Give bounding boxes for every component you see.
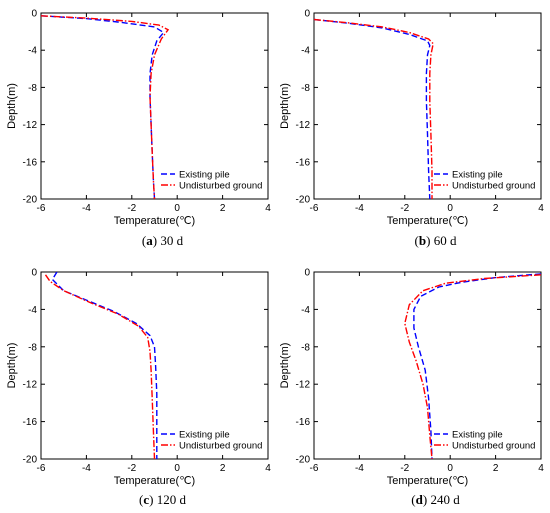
x-tick-label: 2 [493,203,499,214]
legend-label: Existing pile [179,430,230,441]
panel-caption: (b) 60 d [415,233,457,248]
y-tick-label: -8 [28,342,37,353]
y-tick-label: -20 [23,455,38,466]
series-line-existing-pile [413,273,541,459]
x-tick-label: -4 [82,203,91,214]
y-tick-label: -20 [23,195,38,206]
x-tick-label: 0 [447,203,453,214]
panel-caption: (c) 120 d [139,492,186,507]
y-tick-label: -16 [296,417,311,428]
y-tick-label: 0 [31,268,37,279]
y-tick-label: -12 [23,380,38,391]
series-line-existing-pile [51,272,158,459]
x-tick-label: 4 [538,463,544,474]
x-tick-label: -4 [355,463,364,474]
y-tick-label: 0 [31,9,37,20]
x-tick-label: 2 [220,463,226,474]
x-tick-label: 2 [220,203,226,214]
y-tick-label: 0 [304,268,310,279]
plot-frame [40,271,269,460]
chart-panel-a: -6 -4 -2 0 2 40-4-8-12-16-20Temperature(℃)Dep… [6,9,271,249]
y-axis-title: Depth(m) [279,83,291,129]
x-tick-label: -6 [310,463,319,474]
series-line-existing-pile [314,18,431,199]
x-axis-title: Temperature(℃) [114,215,195,227]
x-tick-label: -2 [127,463,136,474]
x-tick-label: 0 [174,463,180,474]
y-tick-label: -8 [301,83,310,94]
x-tick-label: -6 [37,203,46,214]
x-axis-title: Temperature(℃) [387,475,468,487]
y-axis-title: Depth(m) [279,343,291,389]
series-line-existing-pile [41,15,165,199]
x-tick-label: -6 [37,463,46,474]
x-tick-label: -4 [355,203,364,214]
y-tick-label: -20 [296,195,311,206]
legend-label: Undisturbed ground [452,181,535,192]
y-tick-label: -16 [23,417,38,428]
y-tick-label: -12 [296,120,311,131]
chart-panel-b: -6 -4 -2 0 2 40-4-8-12-16-20Temperature(℃)Dep… [279,9,544,249]
panel-caption: (d) 240 d [411,492,460,507]
legend-label: Undisturbed ground [179,181,262,192]
series-line-undisturbed-ground [404,274,541,459]
x-axis-title: Temperature(℃) [387,215,468,227]
x-tick-label: -2 [127,203,136,214]
series-line-undisturbed-ground [41,15,170,199]
y-tick-label: -4 [301,305,310,316]
y-tick-label: -16 [296,157,311,168]
legend-label: Existing pile [452,430,503,441]
y-axis-title: Depth(m) [6,83,18,129]
x-axis-title: Temperature(℃) [114,475,195,487]
legend-label: Existing pile [179,170,230,181]
legend-label: Existing pile [452,170,503,181]
series-line-undisturbed-ground [314,18,434,199]
y-tick-label: 0 [304,9,310,20]
x-tick-label: 4 [265,203,271,214]
plot-frame [40,12,269,200]
legend-label: Undisturbed ground [179,441,262,452]
x-tick-label: 4 [538,203,544,214]
y-tick-label: -4 [301,46,310,57]
plot-frame [313,12,542,200]
x-tick-label: 4 [265,463,271,474]
x-tick-label: -6 [310,203,319,214]
y-tick-label: -12 [296,380,311,391]
x-tick-label: -4 [82,463,91,474]
y-tick-label: -20 [296,455,311,466]
y-tick-label: -12 [23,120,38,131]
x-tick-label: -2 [400,463,409,474]
chart-panel-d: -6 -4 -2 0 2 40-4-8-12-16-20Temperature(℃)Dep… [279,268,544,508]
chart-panel-c: -6 -4 -2 0 2 40-4-8-12-16-20Temperature(℃)Dep… [6,268,271,508]
y-axis-title: Depth(m) [6,343,18,389]
legend-label: Undisturbed ground [452,441,535,452]
panel-caption: (a) 30 d [142,233,184,248]
y-tick-label: -16 [23,157,38,168]
x-tick-label: 0 [447,463,453,474]
x-tick-label: 2 [493,463,499,474]
series-line-undisturbed-ground [44,274,156,459]
y-tick-label: -8 [301,342,310,353]
y-tick-label: -4 [28,305,37,316]
y-tick-label: -8 [28,83,37,94]
x-tick-label: 0 [174,203,180,214]
plot-frame [313,271,542,460]
y-tick-label: -4 [28,46,37,57]
x-tick-label: -2 [400,203,409,214]
